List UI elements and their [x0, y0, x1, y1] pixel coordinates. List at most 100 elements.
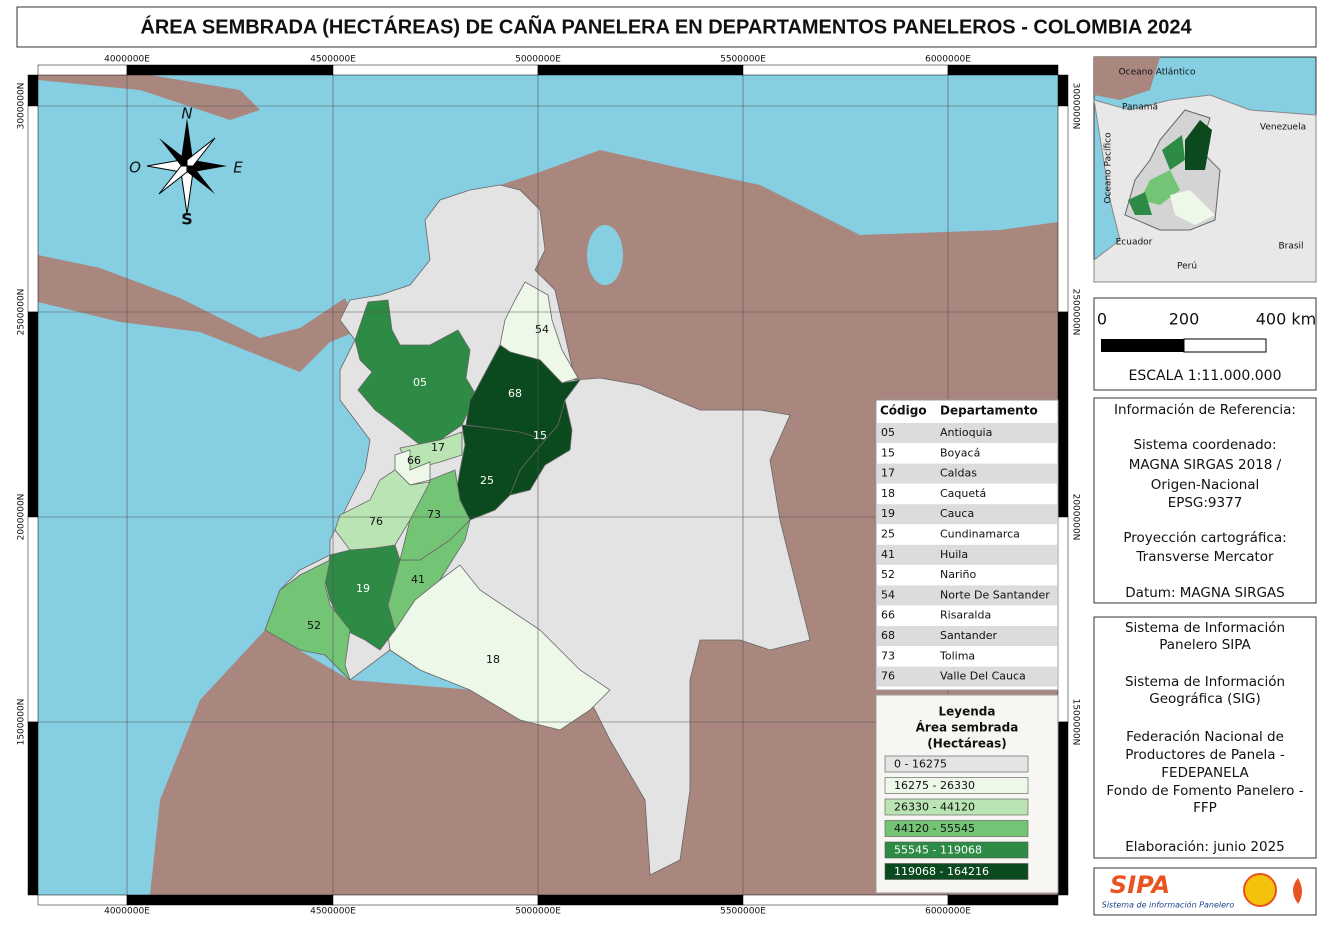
table-cell: 73 [881, 649, 895, 662]
region-label: 18 [486, 653, 500, 666]
table-cell: Cauca [940, 507, 974, 520]
sipa-line: Sistema de Información [1125, 620, 1285, 636]
logo-icon [1243, 873, 1277, 907]
reference-line: Transverse Mercator [1135, 549, 1274, 565]
department [334, 469, 431, 551]
land [38, 255, 360, 372]
table-cell: 76 [881, 670, 895, 683]
scale-tick: 400 km [1256, 310, 1316, 329]
inset-label: Venezuela [1260, 123, 1306, 133]
frame-band [1057, 105, 1069, 313]
compass-label: O [129, 159, 141, 177]
region-label: 25 [480, 474, 494, 487]
grid-x-label: 4000000E [104, 907, 150, 917]
grid-y-label: 3000000N [1071, 83, 1081, 130]
legend-swatch [884, 755, 1029, 773]
sipa-line: Geográfica (SIG) [1149, 691, 1260, 707]
table-row [877, 463, 1057, 484]
frame-band [126, 64, 334, 76]
frame-band [537, 64, 744, 76]
logo-subtitle: Sistema de información Panelero [1102, 900, 1235, 910]
grid-x-label: 4500000E [310, 55, 356, 65]
scale-tick: 200 [1169, 310, 1200, 329]
scale-box [1093, 297, 1317, 391]
frame-band [332, 64, 539, 76]
table-cell: 68 [881, 629, 895, 642]
legend-label: 55545 - 119068 [894, 844, 982, 857]
grid-y-label: 1500000N [17, 699, 27, 746]
grid-x-label: 6000000E [925, 907, 971, 917]
table-row [877, 626, 1057, 646]
table-cell: Risaralda [940, 609, 991, 622]
table-cell: Norte De Santander [940, 588, 1050, 601]
grid-x-label: 4000000E [104, 55, 150, 65]
table-header: Departamento [940, 404, 1038, 418]
region-label: 05 [413, 376, 427, 389]
department [387, 564, 611, 731]
table-cell: Tolima [939, 649, 975, 662]
inset-map: Oceano Atlántico Panamá Venezuela Oceano Pa… [1093, 56, 1317, 283]
sipa-line: Sistema de Información [1125, 674, 1285, 690]
frame-band [1057, 721, 1069, 896]
grid-x-label: 4500000E [310, 907, 356, 917]
legend-title: Leyenda [939, 705, 996, 719]
table-cell: Caldas [940, 467, 977, 480]
logo-box [1093, 867, 1317, 916]
inset-label: Ecuador [1116, 238, 1153, 248]
region-label: 76 [369, 515, 383, 528]
grid-x-label: 5000000E [515, 55, 561, 65]
legend-label: 26330 - 44120 [894, 801, 975, 814]
grid-x-label: 6000000E [925, 55, 971, 65]
table-cell: 52 [881, 568, 895, 581]
reference-line: Proyección cartográfica: [1123, 530, 1286, 546]
sipa-box [1093, 616, 1317, 859]
frame-band [27, 105, 39, 313]
table-header: Código [880, 404, 927, 418]
department [499, 281, 579, 384]
sipa-line: Elaboración: junio 2025 [1125, 839, 1285, 855]
code-table: Código Departamento 05 Antioquia 15 Boyacá 17 C… [875, 399, 1059, 691]
table-cell: Nariño [940, 568, 977, 581]
table-cell: Cundinamarca [940, 528, 1020, 541]
compass-label: S [181, 210, 193, 229]
region-label: 41 [411, 573, 425, 586]
legend-label: 16275 - 26330 [894, 779, 975, 792]
region-label: 52 [307, 619, 321, 632]
sipa-line: Panelero SIPA [1159, 637, 1251, 653]
frame-band [742, 64, 949, 76]
department [264, 559, 351, 681]
title: ÁREA SEMBRADA (HECTÁREAS) DE CAÑA PANELE… [140, 15, 1192, 38]
grid-y-label: 2000000N [1071, 494, 1081, 541]
frame-band [27, 311, 39, 518]
region-label: 19 [356, 582, 370, 595]
sipa-line: FFP [1193, 800, 1217, 816]
sipa-line: FEDEPANELA [1161, 765, 1249, 781]
table-row [877, 504, 1057, 525]
title-box [16, 6, 1317, 48]
table-row [877, 666, 1057, 687]
frame-band [126, 894, 334, 906]
frame-band [27, 721, 39, 896]
compass [146, 118, 227, 215]
grid-y-label: 2000000N [17, 494, 27, 541]
table-cell: 54 [881, 588, 895, 601]
frame-band [947, 64, 1059, 76]
scale-text: ESCALA 1:11.000.000 [1128, 368, 1281, 384]
grid-y-label: 3000000N [17, 83, 27, 130]
reference-line: Datum: MAGNA SIRGAS [1125, 585, 1284, 601]
frame-band [1057, 74, 1069, 107]
frame-band [332, 894, 539, 906]
reference-line: Información de Referencia: [1114, 402, 1296, 418]
frame-band [37, 64, 128, 76]
frame-band [742, 894, 949, 906]
table-cell: Boyacá [940, 446, 980, 459]
legend-swatch [884, 777, 1029, 794]
frame-band [947, 894, 1059, 906]
legend-swatch [884, 798, 1029, 816]
frame-band [37, 894, 128, 906]
table-row [877, 585, 1057, 606]
legend-label: 119068 - 164216 [894, 865, 989, 878]
sipa-line: Productores de Panela - [1125, 747, 1285, 763]
table-cell: Santander [940, 629, 997, 642]
